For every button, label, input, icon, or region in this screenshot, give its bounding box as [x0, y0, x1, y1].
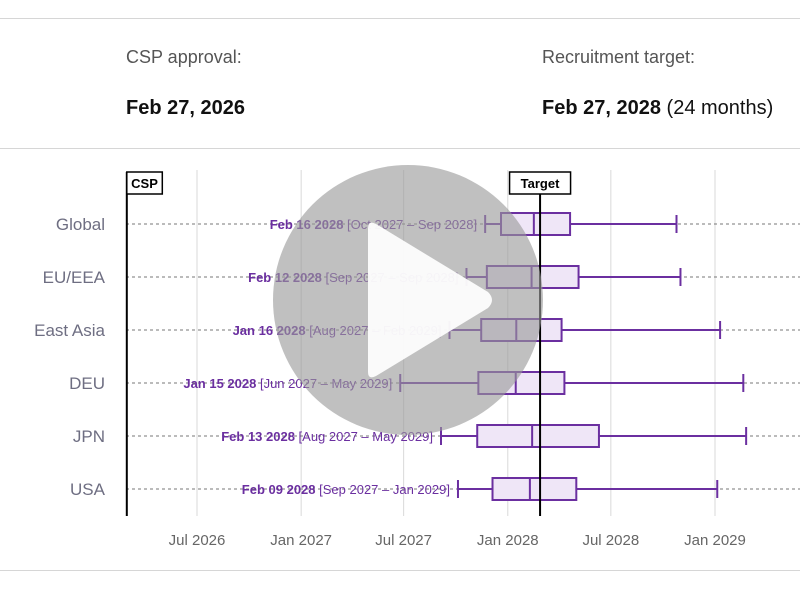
- x-tick-label-0: Jul 2026: [169, 532, 226, 549]
- x-tick-label-4: Jul 2028: [582, 532, 639, 549]
- recruitment-target-date: Feb 27, 2028 (24 months): [542, 97, 773, 120]
- x-tick-label-2: Jul 2027: [375, 532, 432, 549]
- row-label-3: DEU: [69, 374, 105, 393]
- top-divider: [0, 18, 800, 19]
- row-range-label-5: [Sep 2027 – Jan 2029]: [319, 482, 450, 497]
- row-range-label-2: [Aug 2027 – Feb 2029]: [309, 323, 441, 338]
- row-median-label-1: Feb 12 2028: [248, 270, 325, 285]
- box-0: [500, 212, 572, 236]
- marker-label-0: CSP: [131, 176, 158, 191]
- x-tick-label-5: Jan 2029: [684, 532, 746, 549]
- row-median-label-0: Feb 16 2028: [270, 217, 347, 232]
- row-annotation-1: Feb 12 2028 [Sep 2027 – Sep 2028]: [248, 270, 458, 285]
- csp-approval-date: Feb 27, 2026: [126, 97, 245, 120]
- row-annotation-4: Feb 13 2028 [Aug 2027 – May 2029]: [221, 429, 433, 444]
- x-tick-label-1: Jan 2027: [270, 532, 332, 549]
- row-annotation-0: Feb 16 2028 [Oct 2027 – Sep 2028]: [270, 217, 477, 232]
- row-median-label-4: Feb 13 2028: [221, 429, 298, 444]
- row-annotation-3: Jan 15 2028 [Jun 2027 – May 2029]: [183, 376, 392, 391]
- row-label-5: USA: [70, 480, 106, 499]
- header-divider: [0, 148, 800, 149]
- row-range-label-0: [Oct 2027 – Sep 2028]: [347, 217, 477, 232]
- x-tick-label-3: Jan 2028: [477, 532, 539, 549]
- recruitment-target-duration: (24 months): [666, 97, 774, 119]
- box-3: [477, 371, 566, 395]
- marker-box-0: [126, 171, 164, 195]
- recruitment-target-date-value: Feb 27, 2028: [542, 97, 661, 119]
- row-range-label-4: [Aug 2027 – May 2029]: [299, 429, 433, 444]
- box-4: [476, 424, 600, 448]
- box-2: [480, 318, 563, 342]
- row-range-label-1: [Sep 2027 – Sep 2028]: [325, 270, 458, 285]
- recruitment-target-label: Recruitment target:: [542, 47, 696, 67]
- row-annotation-2: Jan 16 2028 [Aug 2027 – Feb 2029]: [233, 323, 442, 338]
- box-1: [485, 265, 580, 289]
- row-range-label-3: [Jun 2027 – May 2029]: [260, 376, 392, 391]
- row-label-1: EU/EEA: [43, 268, 106, 287]
- row-label-2: East Asia: [34, 321, 105, 340]
- bottom-divider: [0, 570, 800, 571]
- row-median-label-3: Jan 15 2028: [183, 376, 260, 391]
- csp-approval-date-value: Feb 27, 2026: [126, 97, 245, 119]
- box-5: [491, 477, 578, 501]
- csp-approval-label: CSP approval:: [126, 47, 242, 67]
- row-median-label-2: Jan 16 2028: [233, 323, 310, 338]
- row-label-4: JPN: [73, 427, 105, 446]
- row-median-label-5: Feb 09 2028: [242, 482, 319, 497]
- row-label-0: Global: [56, 215, 105, 234]
- marker-label-1: Target: [521, 176, 560, 191]
- recruitment-forecast-chart: Jul 2026 Jan 2027 Jul 2027 Jan 2028 Jul 2028…: [34, 170, 800, 549]
- row-annotation-5: Feb 09 2028 [Sep 2027 – Jan 2029]: [242, 482, 450, 497]
